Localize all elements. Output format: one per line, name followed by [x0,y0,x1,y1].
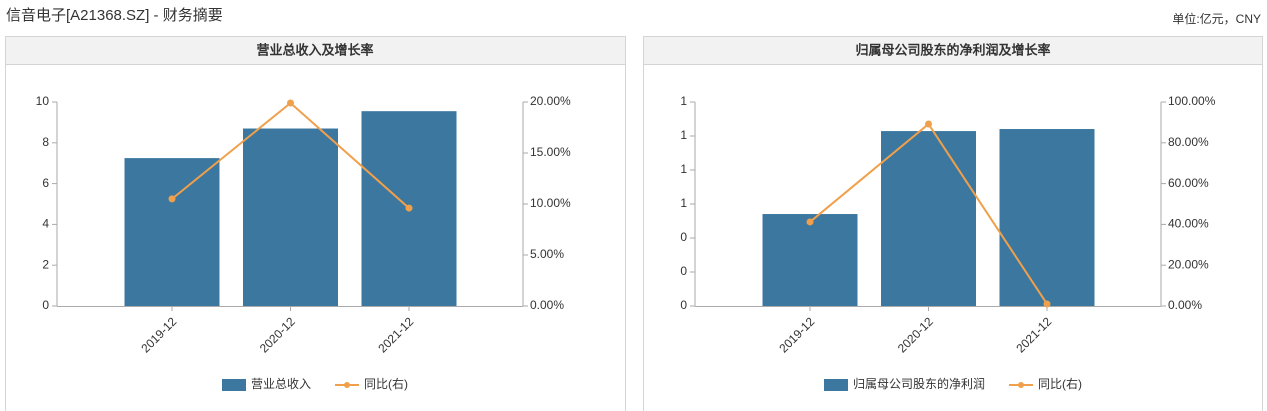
y2-tick-label: 20.00% [530,94,571,108]
y-tick-label: 1 [680,162,687,176]
y-tick-label: 4 [42,217,49,231]
y2-tick-label: 80.00% [1168,135,1209,149]
line-point [168,195,176,203]
y-tick-label: 0 [680,264,687,278]
y-tick-label: 10 [36,94,50,108]
y2-tick-label: 100.00% [1168,94,1216,108]
legend-label: 归属母公司股东的净利润 [853,376,985,391]
y2-tick-label: 10.00% [530,196,571,210]
chart-title: 归属母公司股东的净利润及增长率 [855,42,1050,57]
y2-tick-label: 5.00% [530,247,564,261]
legend-label: 营业总收入 [251,377,311,391]
y2-tick-label: 0.00% [530,298,564,312]
legend: 归属母公司股东的净利润 同比(右) [823,376,1082,391]
y-tick-label: 0 [42,298,49,312]
y2-tick-label: 40.00% [1168,217,1209,231]
unit-label: 单位:亿元，CNY [1172,11,1261,26]
legend-swatch [344,382,351,388]
line-point [925,120,932,128]
panel: 营业总收入及增长率 [5,36,626,411]
legend-swatch [823,379,848,391]
bar [999,129,1095,306]
line-point [405,204,413,212]
y2-tick-label: 20.00% [1168,257,1209,271]
bar [243,128,338,306]
legend-swatch [221,379,246,391]
panel-header [644,37,1262,64]
panel-header [6,37,625,64]
y-tick-label: 6 [42,176,49,190]
y2-tick-label: 0.00% [1168,298,1202,312]
bar [762,214,858,306]
bar [124,158,220,306]
legend-swatch [1018,382,1025,388]
bar [881,131,976,306]
y-tick-label: 2 [42,257,49,271]
legend: 营业总收入 同比(右) [221,376,408,391]
y-tick-label: 8 [42,135,49,149]
page-title: 信音电子[A21368.SZ] - 财务摘要 [6,6,223,24]
y-tick-label: 0 [680,230,687,244]
line-point [806,218,814,226]
legend-label: 同比(右) [1038,376,1082,391]
y-tick-label: 1 [680,94,687,108]
chart-title: 营业总收入及增长率 [256,42,373,57]
line-point [287,99,294,107]
legend-label: 同比(右) [364,376,408,391]
y-tick-label: 0 [680,298,687,312]
line-point [1043,300,1051,308]
y2-tick-label: 15.00% [530,145,571,159]
y2-tick-label: 60.00% [1168,176,1209,190]
y-tick-label: 1 [680,128,687,142]
y-tick-label: 1 [680,196,687,210]
